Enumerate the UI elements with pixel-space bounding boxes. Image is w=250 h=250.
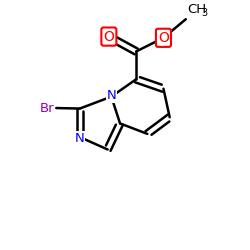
Text: CH: CH bbox=[187, 3, 206, 16]
Text: O: O bbox=[158, 31, 169, 45]
Text: N: N bbox=[75, 132, 85, 144]
Text: O: O bbox=[104, 30, 114, 44]
Text: 3: 3 bbox=[201, 8, 207, 18]
Text: Br: Br bbox=[40, 102, 54, 114]
Text: N: N bbox=[106, 89, 116, 102]
